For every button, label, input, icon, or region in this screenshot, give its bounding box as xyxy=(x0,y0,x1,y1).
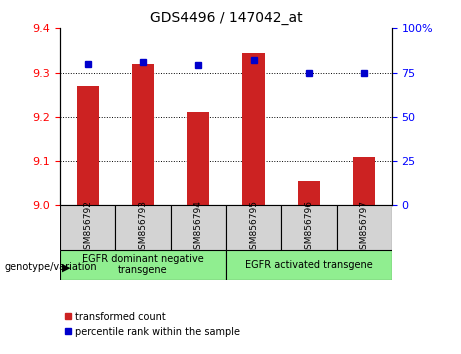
Text: GSM856793: GSM856793 xyxy=(138,200,148,255)
Text: EGFR activated transgene: EGFR activated transgene xyxy=(245,259,373,270)
Legend: transformed count, percentile rank within the sample: transformed count, percentile rank withi… xyxy=(60,308,244,341)
Text: ▶: ▶ xyxy=(62,262,71,272)
Text: GSM856795: GSM856795 xyxy=(249,200,258,255)
Bar xyxy=(226,250,392,280)
Text: EGFR dominant negative
transgene: EGFR dominant negative transgene xyxy=(82,254,204,275)
Text: GSM856796: GSM856796 xyxy=(304,200,313,255)
Bar xyxy=(353,156,375,205)
Bar xyxy=(281,205,337,250)
Bar xyxy=(337,205,392,250)
Text: GSM856797: GSM856797 xyxy=(360,200,369,255)
Bar xyxy=(77,86,99,205)
Bar xyxy=(132,64,154,205)
Bar xyxy=(187,112,209,205)
Text: GSM856794: GSM856794 xyxy=(194,200,203,255)
Text: GSM856792: GSM856792 xyxy=(83,200,92,255)
Bar xyxy=(171,205,226,250)
Bar xyxy=(242,53,265,205)
Text: genotype/variation: genotype/variation xyxy=(5,262,97,272)
Bar xyxy=(60,250,226,280)
Title: GDS4496 / 147042_at: GDS4496 / 147042_at xyxy=(149,11,302,24)
Bar xyxy=(115,205,171,250)
Bar xyxy=(226,205,281,250)
Bar xyxy=(298,181,320,205)
Bar xyxy=(60,205,115,250)
